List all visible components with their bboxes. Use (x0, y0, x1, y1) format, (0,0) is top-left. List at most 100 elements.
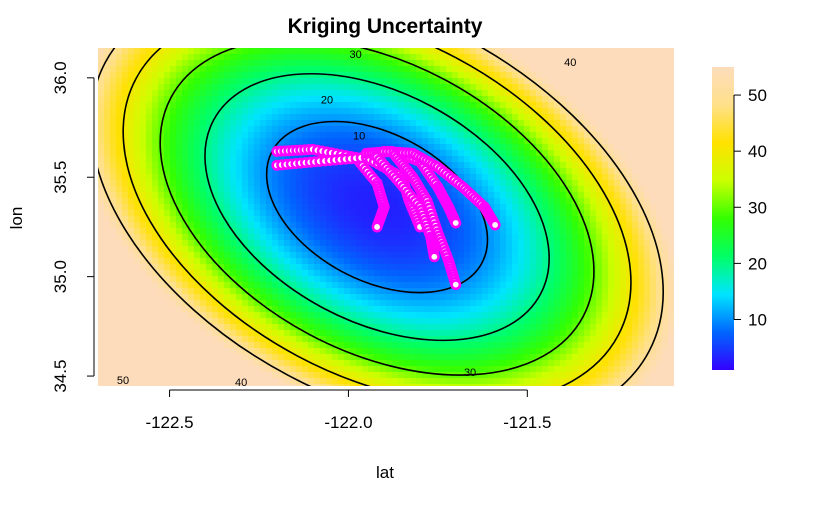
heatmap-cell (500, 66, 507, 73)
heatmap-cell (410, 126, 417, 133)
heatmap-cell (548, 354, 555, 361)
heatmap-cell (470, 90, 477, 97)
heatmap-cell (548, 222, 555, 229)
heatmap-cell (146, 222, 153, 229)
heatmap-cell (614, 48, 621, 55)
heatmap-cell (128, 270, 135, 277)
heatmap-cell (392, 324, 399, 331)
heatmap-cell (578, 144, 585, 151)
heatmap-cell (428, 66, 435, 73)
heatmap-cell (662, 198, 669, 205)
heatmap-cell (224, 66, 231, 73)
heatmap-cell (212, 348, 219, 355)
heatmap-cell (176, 306, 183, 313)
heatmap-cell (128, 180, 135, 187)
heatmap-cell (302, 312, 309, 319)
heatmap-cell (428, 126, 435, 133)
heatmap-cell (476, 78, 483, 85)
heatmap-cell (476, 174, 483, 181)
heatmap-cell (392, 138, 399, 145)
heatmap-cell (458, 138, 465, 145)
heatmap-cell (164, 216, 171, 223)
heatmap-cell (332, 252, 339, 259)
heatmap-cell (668, 90, 674, 97)
heatmap-cell (206, 282, 213, 289)
heatmap-cell (320, 210, 327, 217)
heatmap-cell (122, 246, 129, 253)
heatmap-cell (644, 294, 651, 301)
heatmap-cell (536, 222, 543, 229)
heatmap-cell (440, 276, 447, 283)
heatmap-cell (182, 48, 189, 55)
heatmap-cell (98, 162, 105, 169)
heatmap-cell (560, 216, 567, 223)
heatmap-cell (614, 84, 621, 91)
heatmap-cell (650, 54, 657, 61)
heatmap-cell (638, 90, 645, 97)
heatmap-cell (320, 216, 327, 223)
heatmap-cell (200, 204, 207, 211)
heatmap-cell (296, 234, 303, 241)
heatmap-cell (224, 72, 231, 79)
heatmap-cell (278, 96, 285, 103)
heatmap-cell (362, 330, 369, 337)
heatmap-cell (284, 54, 291, 61)
heatmap-cell (482, 192, 489, 199)
heatmap-cell (638, 102, 645, 109)
heatmap-cell (194, 120, 201, 127)
heatmap-cell (254, 240, 261, 247)
heatmap-cell (134, 318, 141, 325)
heatmap-cell (434, 348, 441, 355)
heatmap-cell (212, 282, 219, 289)
heatmap-cell (290, 84, 297, 91)
heatmap-cell (578, 186, 585, 193)
heatmap-cell (566, 210, 573, 217)
heatmap-cell (134, 288, 141, 295)
heatmap-cell (254, 222, 261, 229)
heatmap-cell (596, 234, 603, 241)
heatmap-cell (176, 156, 183, 163)
heatmap-cell (668, 324, 674, 331)
heatmap-cell (548, 306, 555, 313)
heatmap-cell (242, 108, 249, 115)
heatmap-cell (338, 258, 345, 265)
heatmap-cell (422, 72, 429, 79)
heatmap-cell (470, 246, 477, 253)
heatmap-cell (602, 90, 609, 97)
heatmap-cell (554, 246, 561, 253)
heatmap-cell (134, 252, 141, 259)
heatmap-cell (170, 294, 177, 301)
heatmap-cell (350, 246, 357, 253)
heatmap-cell (632, 300, 639, 307)
heatmap-cell (296, 204, 303, 211)
heatmap-cell (278, 324, 285, 331)
heatmap-cell (566, 162, 573, 169)
heatmap-cell (380, 258, 387, 265)
heatmap-cell (536, 180, 543, 187)
heatmap-cell (488, 114, 495, 121)
heatmap-cell (368, 144, 375, 151)
heatmap-cell (104, 156, 111, 163)
heatmap-cell (260, 108, 267, 115)
heatmap-cell (212, 54, 219, 61)
heatmap-cell (644, 318, 651, 325)
heatmap-cell (230, 108, 237, 115)
heatmap-cell (110, 198, 117, 205)
heatmap-cell (554, 144, 561, 151)
heatmap-cell (122, 66, 129, 73)
heatmap-cell (626, 90, 633, 97)
heatmap-cell (542, 186, 549, 193)
heatmap-cell (434, 90, 441, 97)
heatmap-cell (122, 240, 129, 247)
heatmap-cell (608, 72, 615, 79)
heatmap-cell (476, 144, 483, 151)
heatmap-cell (392, 282, 399, 289)
heatmap-cell (602, 222, 609, 229)
heatmap-cell (554, 216, 561, 223)
heatmap-cell (152, 252, 159, 259)
heatmap-cell (524, 156, 531, 163)
heatmap-cell (452, 294, 459, 301)
heatmap-cell (230, 156, 237, 163)
heatmap-cell (254, 156, 261, 163)
heatmap-cell (302, 174, 309, 181)
